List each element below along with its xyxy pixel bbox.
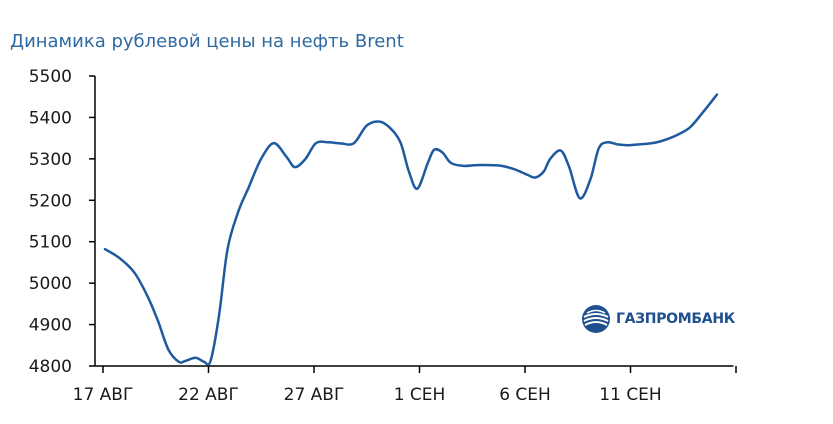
y-tick-label: 4900 (29, 316, 72, 336)
chart-title: Динамика рублевой цены на нефть Brent (10, 31, 404, 52)
y-tick-label: 5000 (29, 274, 72, 294)
logo-text: ГАЗПРОМБАНК (616, 311, 735, 327)
gazprombank-logo: ГАЗПРОМБАНК (581, 304, 735, 334)
y-tick-label: 5100 (29, 233, 72, 253)
x-axis: 17 АВГ 22 АВГ 27 АВГ 1 СЕН 6 СЕН 11 СЕН (73, 365, 737, 405)
x-tick-label: 1 СЕН (394, 385, 446, 405)
x-tick-label: 17 АВГ (73, 385, 134, 405)
x-tick-label: 27 АВГ (284, 385, 345, 405)
x-tick-label: 6 СЕН (499, 385, 551, 405)
y-tick-label: 5500 (29, 67, 72, 87)
y-tick-label: 4800 (29, 357, 72, 377)
y-tick-label: 5200 (29, 191, 72, 211)
series-line (103, 93, 719, 367)
x-tick-label: 11 СЕН (599, 385, 661, 405)
gazprombank-logo-icon (582, 305, 610, 333)
y-tick-label: 5400 (29, 108, 72, 128)
y-axis: 4800 4900 5000 5100 5200 5300 5400 5500 (29, 67, 96, 377)
series-group (103, 93, 719, 367)
y-tick-label: 5300 (29, 150, 72, 170)
x-tick-label: 22 АВГ (178, 385, 239, 405)
